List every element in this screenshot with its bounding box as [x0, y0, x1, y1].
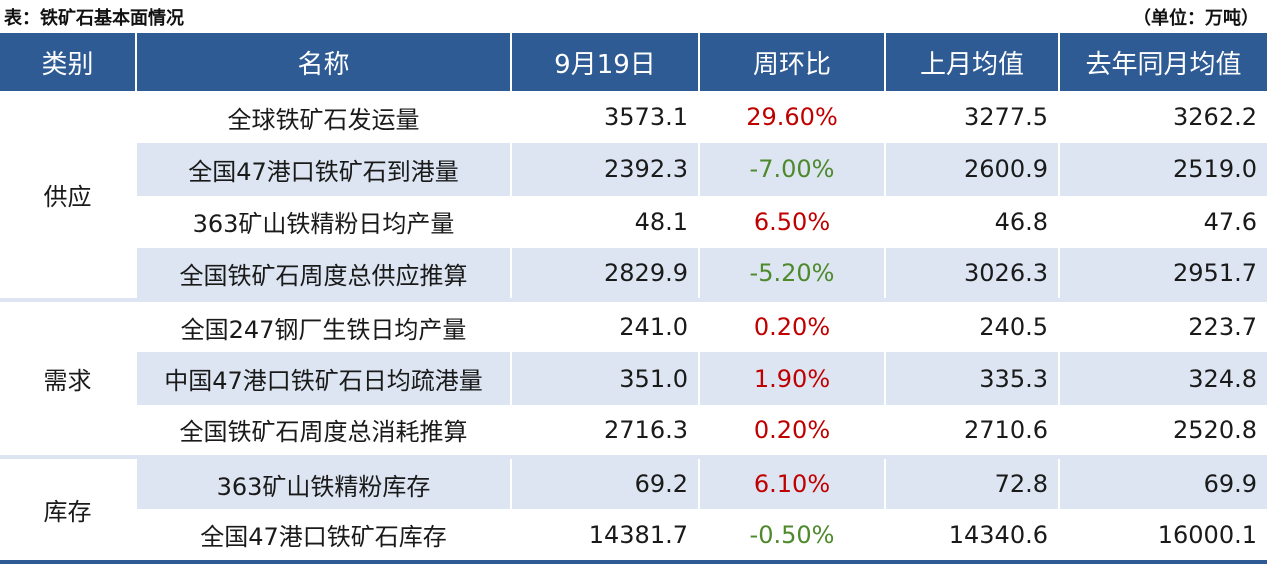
caption-row: 表：铁矿石基本面情况 （单位：万吨） [0, 0, 1267, 32]
metric-name-cell: 中国47港口铁矿石日均疏港量 [136, 352, 512, 405]
table-row: 库存 363矿山铁精粉库存 69.2 6.10% 72.8 69.9 [0, 457, 1267, 564]
wow-change-cell: 1.90% [699, 352, 886, 405]
iron-ore-table: 类别 名称 9月19日 周环比 上月均值 去年同月均值 供应 全球铁矿石发运量 35… [0, 33, 1267, 564]
current-value-cell: 241.0 [511, 300, 700, 353]
last-month-avg-cell: 14340.6 [885, 509, 1060, 564]
last-month-avg-cell: 3026.3 [885, 247, 1060, 303]
header-name: 名称 [135, 33, 511, 91]
header-wow: 周环比 [698, 33, 885, 91]
current-value-cell: 2829.9 [511, 247, 700, 303]
wow-change-cell: -7.00% [699, 143, 886, 196]
last-year-avg-cell: 2520.8 [1059, 404, 1267, 460]
last-year-avg-cell: 324.8 [1059, 352, 1267, 405]
current-value-cell: 69.2 [511, 457, 700, 510]
table-row: 全国铁矿石周度总消耗推算 2716.3 0.20% 2710.6 2520.8 [0, 404, 1267, 460]
table-row: 需求 全国247钢厂生铁日均产量 241.0 0.20% 240.5 223.7 [0, 300, 1267, 460]
last-month-avg-cell: 46.8 [885, 195, 1060, 248]
wow-change-cell: 0.20% [699, 404, 886, 460]
category-cell: 库存 [0, 457, 137, 564]
table-row: 363矿山铁精粉日均产量 48.1 6.50% 46.8 47.6 [0, 195, 1267, 248]
wow-change-cell: 29.60% [699, 91, 886, 144]
last-month-avg-cell: 2710.6 [885, 404, 1060, 460]
wow-change-cell: 0.20% [699, 300, 886, 353]
last-month-avg-cell: 72.8 [885, 457, 1060, 510]
wow-change-cell: -0.50% [699, 509, 886, 564]
last-year-avg-cell: 2951.7 [1059, 247, 1267, 303]
metric-name-cell: 全国47港口铁矿石库存 [136, 509, 512, 564]
current-value-cell: 3573.1 [511, 91, 700, 144]
table-row: 中国47港口铁矿石日均疏港量 351.0 1.90% 335.3 324.8 [0, 352, 1267, 405]
table-row: 全国铁矿石周度总供应推算 2829.9 -5.20% 3026.3 2951.7 [0, 247, 1267, 303]
table-row: 全国47港口铁矿石到港量 2392.3 -7.00% 2600.9 2519.0 [0, 143, 1267, 196]
category-cell: 供应 [0, 91, 137, 303]
last-month-avg-cell: 335.3 [885, 352, 1060, 405]
metric-name-cell: 363矿山铁精粉日均产量 [136, 195, 512, 248]
header-date-value: 9月19日 [510, 33, 699, 91]
last-year-avg-cell: 16000.1 [1059, 509, 1267, 564]
current-value-cell: 2716.3 [511, 404, 700, 460]
header-category: 类别 [0, 33, 136, 91]
wow-change-cell: 6.10% [699, 457, 886, 510]
current-value-cell: 2392.3 [511, 143, 700, 196]
table-row: 供应 全球铁矿石发运量 3573.1 29.60% 3277.5 3262.2 [0, 91, 1267, 303]
unit-label: （单位：万吨） [1133, 8, 1259, 29]
metric-name-cell: 363矿山铁精粉库存 [136, 457, 512, 510]
metric-name-cell: 全国铁矿石周度总消耗推算 [136, 404, 512, 460]
metric-name-cell: 全国铁矿石周度总供应推算 [136, 247, 512, 303]
metric-name-cell: 全球铁矿石发运量 [136, 91, 512, 144]
last-month-avg-cell: 240.5 [885, 300, 1060, 353]
category-cell: 需求 [0, 300, 137, 460]
last-year-avg-cell: 69.9 [1059, 457, 1267, 510]
table-row: 全国47港口铁矿石库存 14381.7 -0.50% 14340.6 16000.1 [0, 509, 1267, 564]
last-year-avg-cell: 47.6 [1059, 195, 1267, 248]
wow-change-cell: 6.50% [699, 195, 886, 248]
last-year-avg-cell: 2519.0 [1059, 143, 1267, 196]
header-last-year-avg: 去年同月均值 [1058, 33, 1267, 91]
table-caption: 表：铁矿石基本面情况 [4, 8, 184, 29]
metric-name-cell: 全国247钢厂生铁日均产量 [136, 300, 512, 353]
last-month-avg-cell: 2600.9 [885, 143, 1060, 196]
header-last-month-avg: 上月均值 [884, 33, 1059, 91]
last-year-avg-cell: 3262.2 [1059, 91, 1267, 144]
current-value-cell: 351.0 [511, 352, 700, 405]
wow-change-cell: -5.20% [699, 247, 886, 303]
last-month-avg-cell: 3277.5 [885, 91, 1060, 144]
metric-name-cell: 全国47港口铁矿石到港量 [136, 143, 512, 196]
current-value-cell: 48.1 [511, 195, 700, 248]
current-value-cell: 14381.7 [511, 509, 700, 564]
last-year-avg-cell: 223.7 [1059, 300, 1267, 353]
header-row: 类别 名称 9月19日 周环比 上月均值 去年同月均值 [0, 33, 1267, 91]
